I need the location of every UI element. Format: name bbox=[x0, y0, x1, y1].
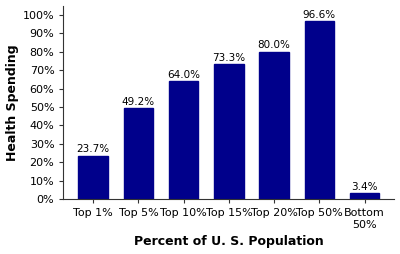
Text: 64.0%: 64.0% bbox=[167, 70, 200, 80]
Bar bbox=[260, 52, 289, 199]
Bar bbox=[214, 64, 244, 199]
Text: 73.3%: 73.3% bbox=[212, 53, 246, 62]
Text: 3.4%: 3.4% bbox=[352, 182, 378, 192]
Bar bbox=[124, 108, 153, 199]
Text: 80.0%: 80.0% bbox=[258, 40, 291, 50]
Bar bbox=[169, 81, 198, 199]
Y-axis label: Health Spending: Health Spending bbox=[6, 44, 18, 161]
Bar bbox=[78, 155, 108, 199]
Text: 23.7%: 23.7% bbox=[76, 144, 110, 154]
Bar bbox=[305, 21, 334, 199]
X-axis label: Percent of U. S. Population: Percent of U. S. Population bbox=[134, 235, 324, 248]
Text: 49.2%: 49.2% bbox=[122, 97, 155, 107]
Text: 96.6%: 96.6% bbox=[303, 10, 336, 20]
Bar bbox=[350, 193, 379, 199]
